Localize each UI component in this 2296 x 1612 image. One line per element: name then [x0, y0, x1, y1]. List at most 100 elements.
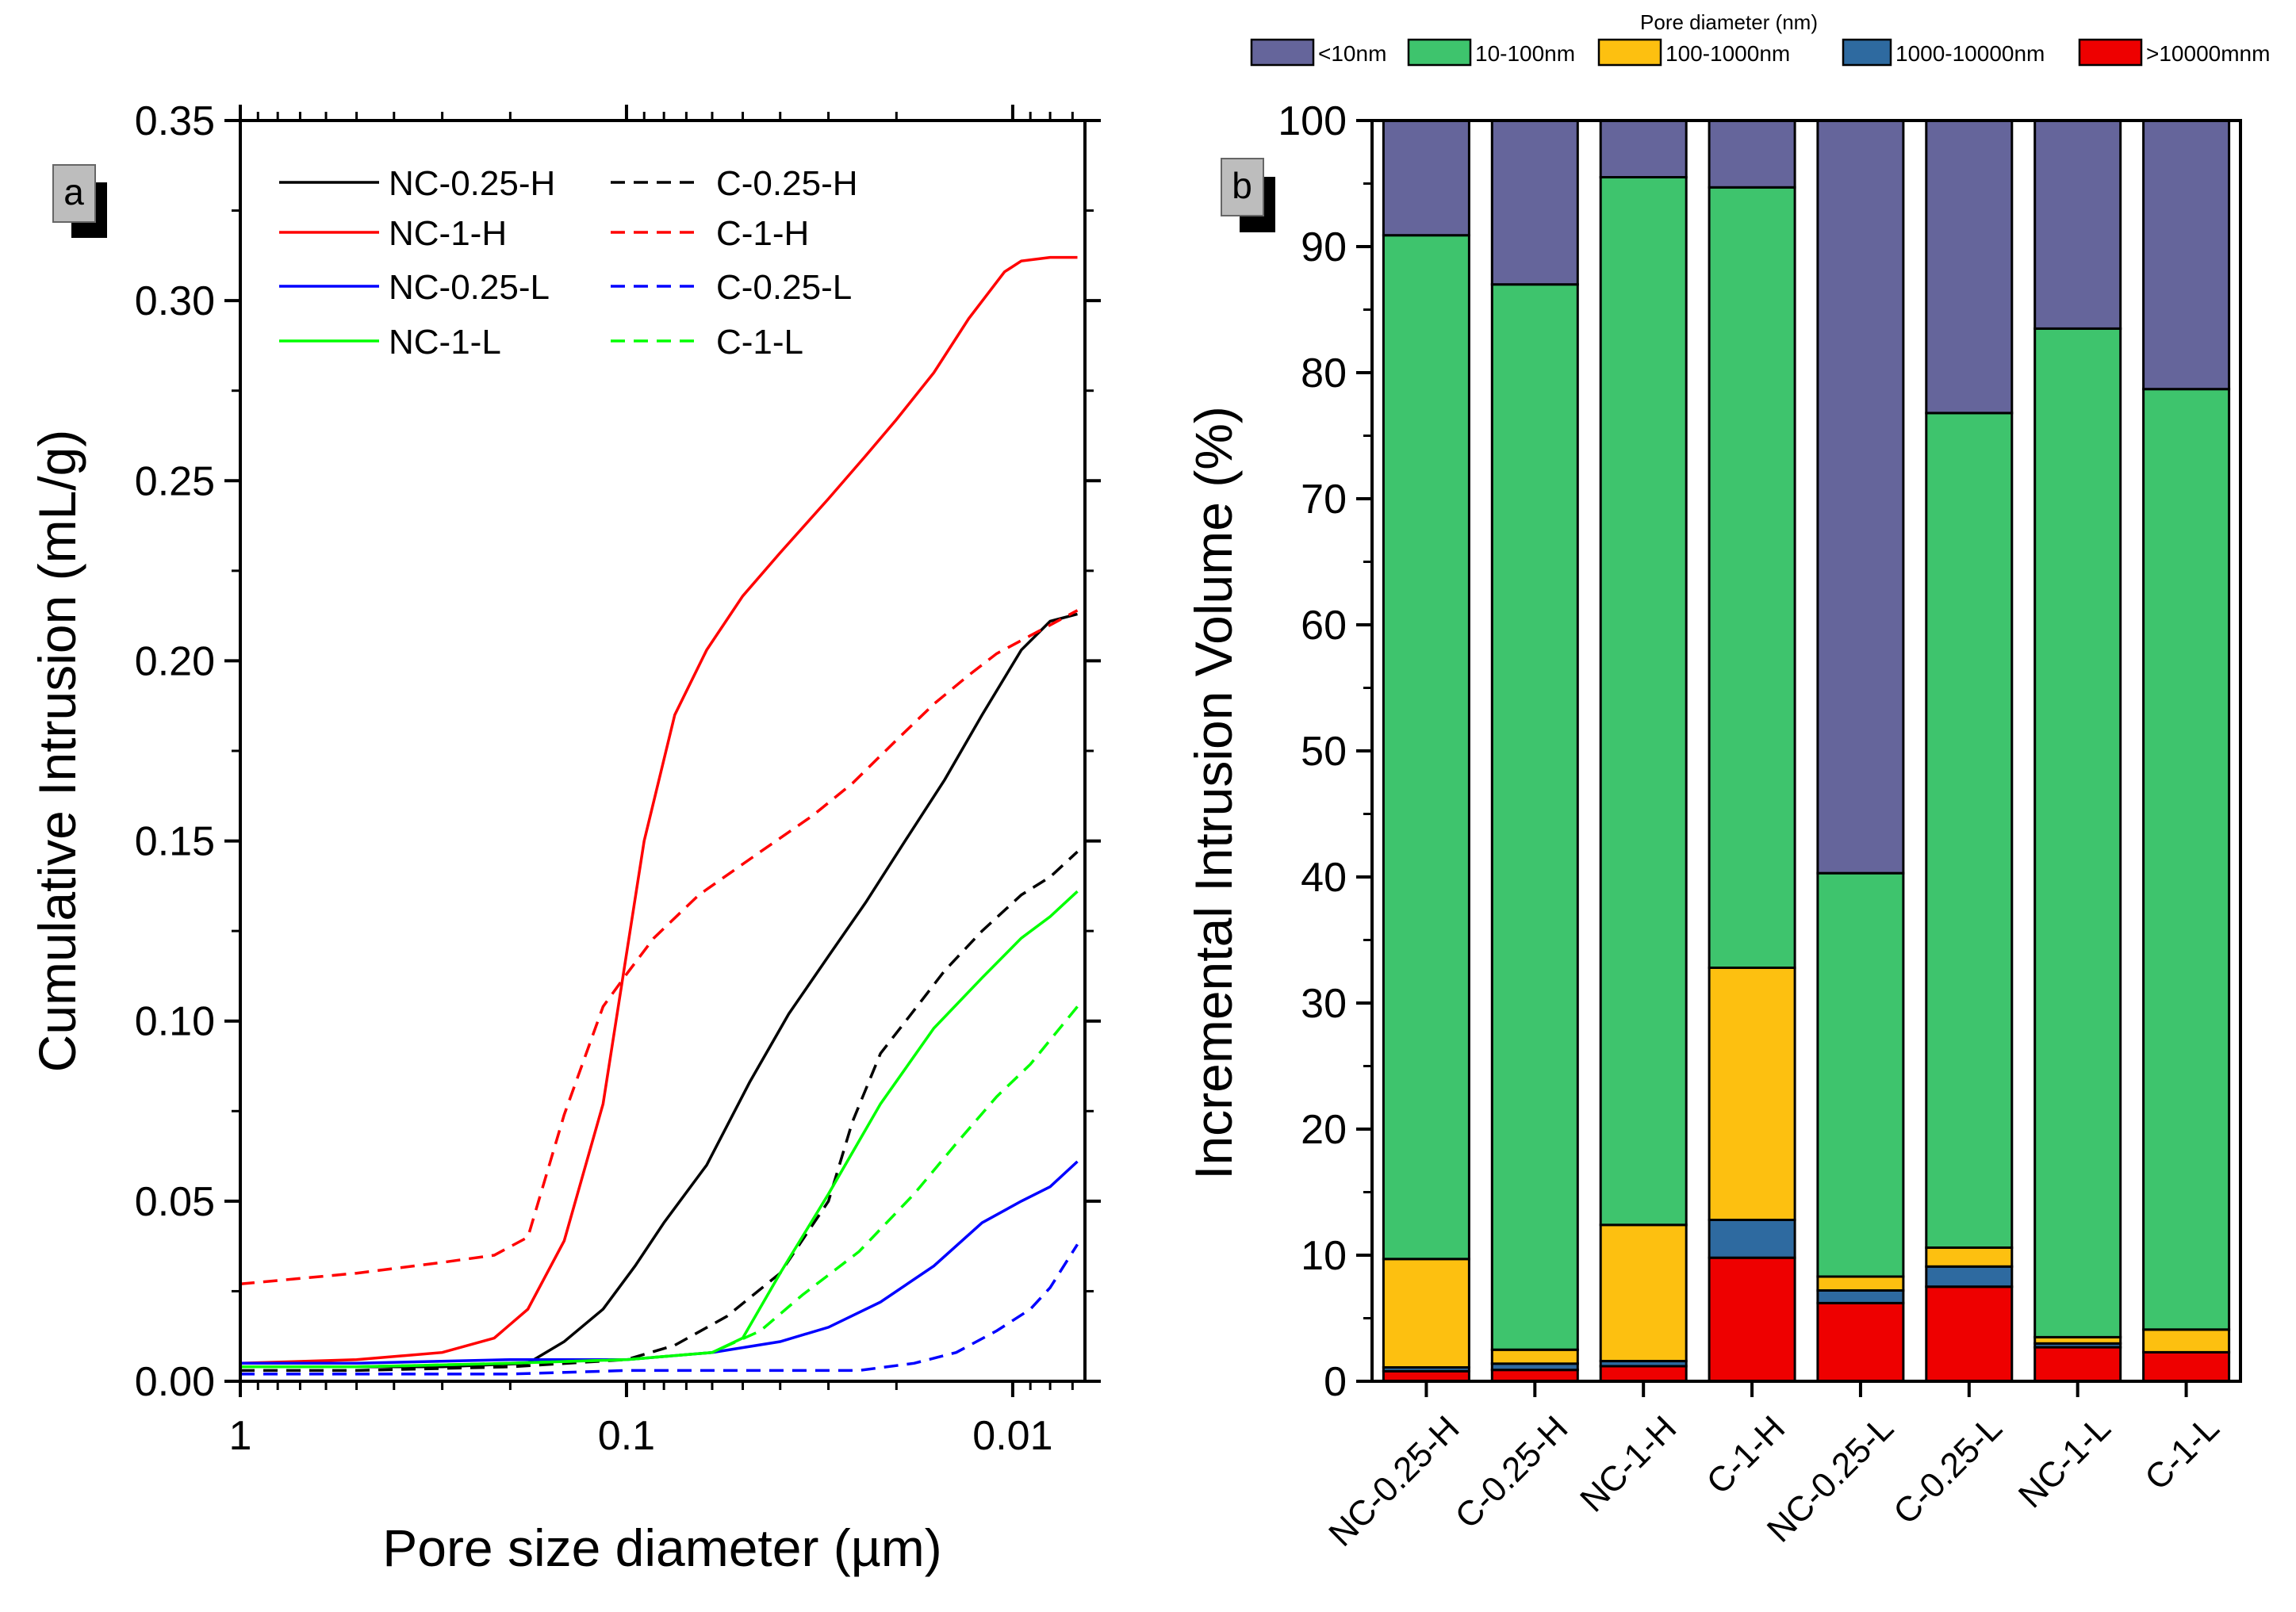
category-label-nc-1-l: NC-1-L	[2011, 1408, 2118, 1515]
bar-nc-1-l-10000mnm	[2033, 1346, 2122, 1383]
bar-nc-0-25-l-10-100nm	[1816, 871, 1905, 1278]
bar-c-0-25-h-10nm	[1490, 119, 1579, 286]
y-tick-label: 0.10	[135, 999, 215, 1045]
panel-a-ticks: 0.00 0.05 0.10 0.15 0.20 0.25 0.30 0.35 1 0.1 0.01	[135, 98, 1101, 1459]
panel-b-label-box: b	[1221, 158, 1275, 232]
panel-b-y-axis-title: Incremental Intrusion Volume (%)	[1184, 406, 1243, 1180]
bar-c-1-l-10nm	[2142, 119, 2231, 391]
bar-c-1-h-100-1000nm	[1708, 967, 1796, 1221]
legend-label-100-1000nm: 100-1000nm	[1665, 41, 1790, 66]
y-tick-label: 0.35	[135, 98, 215, 144]
category-label-nc-1-h: NC-1-H	[1573, 1408, 1684, 1519]
bar-c-0-25-l-10-100nm	[1925, 412, 2014, 1249]
y-tick-label: 80	[1301, 350, 1347, 396]
legend-swatch-10nm	[1250, 38, 1315, 67]
bar-c-1-l-10000mnm	[2142, 1350, 2231, 1383]
panel-a-legend: NC-0.25-H C-0.25-H NC-1-H C-1-H NC-0.25-L C-0…	[279, 164, 858, 362]
bar-nc-0-25-h-10nm	[1382, 119, 1470, 237]
category-label-nc-0-25-h: NC-0.25-H	[1321, 1408, 1466, 1553]
legend-label-nc-0-25-l: NC-0.25-L	[389, 268, 550, 307]
bar-nc-0-25-l-100-1000nm	[1816, 1275, 1905, 1292]
series-line-c-0-25-l	[240, 1243, 1079, 1376]
y-tick-label: 50	[1301, 729, 1347, 775]
legend-label-10000mnm: >10000mnm	[2146, 41, 2270, 66]
y-tick-label: 0.30	[135, 278, 215, 324]
y-tick-label: 0.15	[135, 819, 215, 865]
bar-c-1-h-10nm	[1708, 119, 1796, 189]
legend-swatch-10000mnm	[2078, 38, 2143, 67]
bar-nc-0-25-l-10000mnm	[1816, 1301, 1905, 1383]
bar-nc-1-h-10000mnm	[1599, 1365, 1688, 1383]
bar-nc-0-25-l-1000-10000nm	[1816, 1289, 1905, 1304]
legend-label-nc-1-l: NC-1-L	[389, 323, 501, 362]
y-tick-label: 0.25	[135, 458, 215, 504]
series-line-c-0-25-h	[240, 850, 1079, 1373]
legend-label-nc-0-25-h: NC-0.25-H	[389, 164, 555, 203]
panel-a-series-lines	[240, 255, 1079, 1376]
bar-c-0-25-l-100-1000nm	[1925, 1246, 2014, 1268]
bar-c-0-25-h-100-1000nm	[1490, 1348, 1579, 1365]
series-line-c-1-h	[240, 609, 1079, 1286]
legend-label-c-0-25-h: C-0.25-H	[716, 164, 858, 203]
x-tick-label: 0.01	[972, 1413, 1052, 1459]
y-tick-label: 10	[1301, 1233, 1347, 1279]
y-tick-label: 0.05	[135, 1179, 215, 1225]
y-tick-label: 0.20	[135, 638, 215, 684]
panel-a-y-axis-title: Cumulative Intrusion (mL/g)	[28, 430, 86, 1073]
y-tick-label: 40	[1301, 855, 1347, 901]
bar-c-1-h-1000-10000nm	[1708, 1219, 1796, 1259]
y-tick-label: 0.00	[135, 1359, 215, 1405]
series-line-nc-0-25-l	[240, 1160, 1079, 1365]
bar-nc-1-l-10-100nm	[2033, 327, 2122, 1338]
bar-c-0-25-h-10000mnm	[1490, 1369, 1579, 1383]
legend-label-nc-1-h: NC-1-H	[389, 214, 507, 253]
bar-nc-1-h-10-100nm	[1599, 176, 1688, 1227]
y-tick-label: 90	[1301, 224, 1347, 270]
legend-swatch-10-100nm	[1407, 38, 1472, 67]
legend-label-10-100nm: 10-100nm	[1475, 41, 1575, 66]
panel-a-x-axis-title: Pore size diameter (µm)	[382, 1518, 942, 1577]
category-label-c-1-h: C-1-H	[1700, 1408, 1793, 1502]
bar-c-0-25-l-1000-10000nm	[1925, 1265, 2014, 1288]
legend-label-c-1-l: C-1-L	[716, 323, 803, 362]
y-tick-label: 100	[1278, 98, 1347, 144]
panel-b-stacked-bar-chart: 0102030405060708090100NC-0.25-HC-0.25-HN…	[1184, 10, 2270, 1554]
legend-swatch-100-1000nm	[1597, 38, 1662, 67]
panel-b-label: b	[1232, 165, 1252, 206]
bar-c-0-25-l-10000mnm	[1925, 1285, 2014, 1383]
category-label-c-1-l: C-1-L	[2137, 1408, 2226, 1497]
bar-nc-0-25-h-100-1000nm	[1382, 1258, 1470, 1369]
legend-label-c-0-25-l: C-0.25-L	[716, 268, 852, 307]
bar-nc-1-h-100-1000nm	[1599, 1223, 1688, 1363]
legend-swatch-1000-10000nm	[1842, 38, 1892, 67]
y-tick-label: 60	[1301, 603, 1347, 649]
panel-b-bars	[1382, 119, 2231, 1383]
category-label-c-0-25-h: C-0.25-H	[1448, 1408, 1576, 1536]
y-tick-label: 30	[1301, 981, 1347, 1027]
legend-label-1000-10000nm: 1000-10000nm	[1895, 41, 2045, 66]
bar-nc-0-25-l-10nm	[1816, 119, 1905, 875]
panel-a-plot-frame	[239, 119, 1087, 1383]
category-label-c-0-25-l: C-0.25-L	[1886, 1408, 2010, 1532]
x-tick-label: 0.1	[598, 1413, 655, 1459]
legend-title: Pore diameter (nm)	[1640, 10, 1818, 34]
panel-a-label-box: a	[52, 164, 107, 238]
bar-nc-1-h-10nm	[1599, 119, 1688, 178]
legend-label-c-1-h: C-1-H	[716, 214, 809, 253]
legend-label-10nm: <10nm	[1318, 41, 1386, 66]
bar-nc-0-25-h-10-100nm	[1382, 234, 1470, 1261]
bar-c-1-l-100-1000nm	[2142, 1328, 2231, 1354]
panel-a-line-chart: 0.00 0.05 0.10 0.15 0.20 0.25 0.30 0.35 1 0.1 0.01…	[28, 98, 1101, 1577]
bar-c-1-h-10000mnm	[1708, 1256, 1796, 1383]
y-tick-label: 70	[1301, 477, 1347, 523]
bar-c-1-l-10-100nm	[2142, 388, 2231, 1331]
panel-b-legend: Pore diameter (nm) <10nm 10-100nm 100-1000n…	[1250, 10, 2270, 67]
series-line-nc-1-h	[240, 255, 1078, 1365]
y-tick-label: 20	[1301, 1107, 1347, 1153]
bar-c-0-25-h-10-100nm	[1490, 283, 1579, 1351]
x-tick-label: 1	[229, 1413, 252, 1459]
bar-c-0-25-l-10nm	[1925, 119, 2014, 415]
bar-nc-1-l-10nm	[2033, 119, 2122, 330]
series-line-c-1-l	[240, 1005, 1079, 1369]
